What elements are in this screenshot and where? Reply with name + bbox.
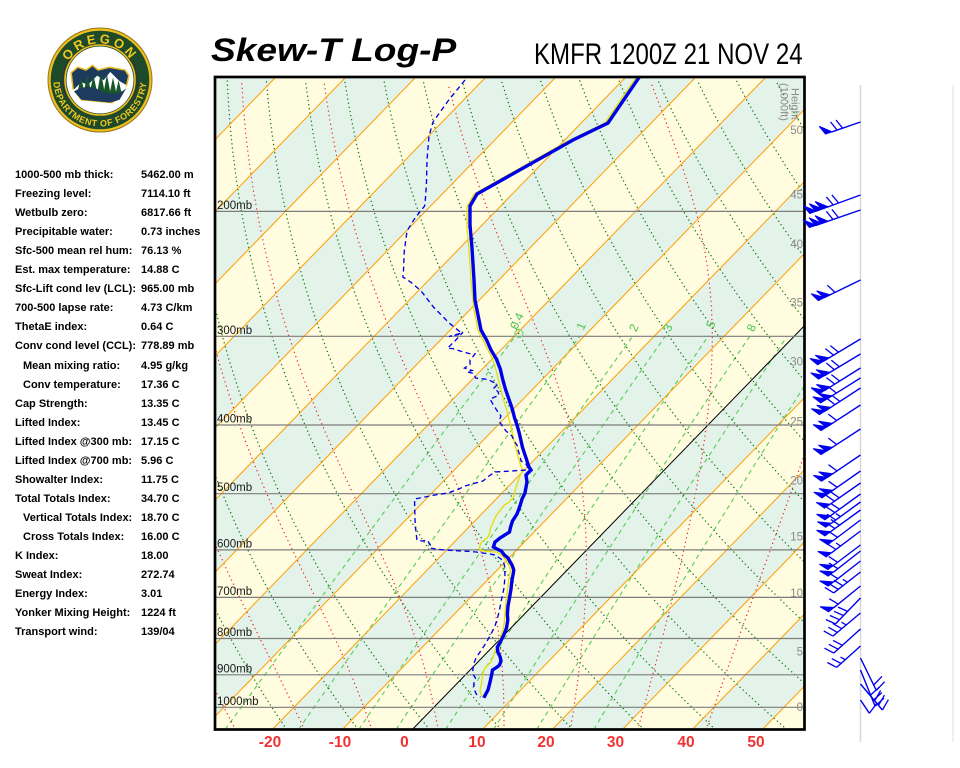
svg-text:25: 25 [790, 417, 803, 429]
svg-text:700mb: 700mb [217, 586, 252, 598]
svg-text:400mb: 400mb [217, 414, 252, 426]
svg-text:(1000ft): (1000ft) [778, 83, 790, 121]
svg-text:40: 40 [790, 239, 803, 251]
svg-text:Height: Height [789, 88, 801, 120]
svg-text:200mb: 200mb [217, 200, 252, 212]
svg-text:45: 45 [790, 190, 803, 202]
svg-text:500mb: 500mb [217, 482, 252, 494]
svg-text:900mb: 900mb [217, 663, 252, 675]
svg-text:0: 0 [400, 734, 409, 751]
svg-text:20: 20 [790, 476, 803, 488]
svg-text:300mb: 300mb [217, 325, 252, 337]
svg-text:10: 10 [468, 734, 485, 751]
svg-text:50: 50 [790, 125, 803, 137]
svg-text:30: 30 [790, 357, 803, 369]
svg-text:1000mb: 1000mb [217, 696, 259, 708]
svg-text:20: 20 [537, 734, 554, 751]
svg-text:5: 5 [797, 647, 803, 659]
svg-text:600mb: 600mb [217, 538, 252, 550]
svg-text:0: 0 [797, 702, 803, 714]
svg-text:800mb: 800mb [217, 627, 252, 639]
svg-text:15: 15 [790, 532, 803, 544]
svg-text:10: 10 [790, 588, 803, 600]
svg-text:-20: -20 [259, 734, 281, 751]
svg-text:0.4: 0.4 [507, 310, 527, 331]
svg-text:-10: -10 [329, 734, 351, 751]
svg-text:50: 50 [747, 734, 764, 751]
svg-text:30: 30 [607, 734, 624, 751]
svg-text:35: 35 [790, 298, 803, 310]
svg-text:40: 40 [677, 734, 694, 751]
